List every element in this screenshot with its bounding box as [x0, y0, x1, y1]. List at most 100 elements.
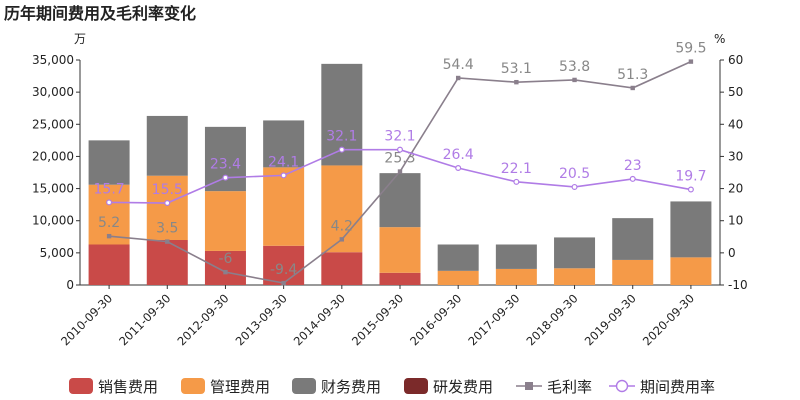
- bar: [495, 244, 537, 269]
- data-label: 23: [624, 158, 642, 174]
- point-marker: [397, 169, 403, 174]
- point-marker: [455, 165, 462, 172]
- legend-label: 期间费用率: [640, 378, 715, 396]
- lines: 5.2 3.5 -6 -9.4 4.2 25.3 54.4 53.1 53.8 51.3 59.5 1…: [94, 41, 706, 286]
- data-label: 5.2: [98, 215, 120, 231]
- data-label: 22.1: [501, 161, 532, 177]
- point-marker: [106, 233, 112, 239]
- data-label: 19.7: [675, 169, 706, 185]
- point-marker: [688, 59, 694, 64]
- right-tick-label: 60: [728, 53, 743, 67]
- legend-marker: [525, 382, 533, 390]
- data-label: 25.3: [384, 151, 415, 167]
- bar: [263, 120, 305, 168]
- point-marker: [281, 280, 286, 286]
- bar: [670, 257, 712, 285]
- legend-swatch: [292, 378, 316, 394]
- point-marker: [514, 79, 519, 85]
- data-label: 26.4: [443, 147, 474, 163]
- point-marker: [455, 75, 461, 81]
- data-label: 53.8: [559, 59, 590, 75]
- left-tick-label: 35,000: [32, 53, 74, 67]
- legend-marker: [615, 379, 629, 393]
- point-marker: [687, 186, 694, 193]
- bar: [612, 259, 654, 285]
- bar: [88, 244, 130, 285]
- left-tick-label: 30,000: [32, 85, 74, 99]
- legend-swatch: [181, 378, 205, 394]
- point-marker: [165, 239, 170, 244]
- data-label: 32.1: [384, 129, 415, 145]
- left-tick-label: 15,000: [32, 182, 74, 196]
- data-label: 51.3: [617, 67, 648, 83]
- legend-label: 管理费用: [210, 378, 270, 396]
- data-label: 15.7: [94, 181, 125, 197]
- right-axis-unit: %: [714, 32, 725, 46]
- x-tick-label: 2019-09-30: [582, 291, 639, 348]
- point-marker: [338, 146, 345, 153]
- point-marker: [572, 77, 577, 83]
- bar: [379, 272, 421, 285]
- right-tick-label: 10: [728, 214, 743, 228]
- left-tick-label: 10,000: [32, 214, 74, 228]
- bars: [88, 63, 712, 285]
- bar: [263, 167, 305, 246]
- data-label: 4.2: [331, 218, 353, 234]
- point-marker: [630, 85, 635, 91]
- x-tick-label: 2015-09-30: [349, 291, 406, 348]
- data-label: 3.5: [156, 221, 178, 237]
- data-label: 59.5: [675, 41, 706, 57]
- x-tick-label: 2012-09-30: [174, 291, 231, 348]
- data-label: -6: [218, 251, 232, 267]
- left-tick-label: 25,000: [32, 117, 74, 131]
- right-tick-label: -10: [728, 278, 748, 292]
- x-tick-label: 2011-09-30: [116, 291, 173, 348]
- data-label: 20.5: [559, 166, 590, 182]
- legend-label: 销售费用: [98, 378, 158, 396]
- point-marker: [629, 175, 636, 182]
- right-tick-label: 20: [728, 182, 743, 196]
- left-tick-label: 0: [66, 278, 74, 292]
- legend-swatch: [69, 378, 93, 394]
- point-marker: [280, 172, 287, 179]
- chart-title: 历年期间费用及毛利率变化: [4, 4, 196, 23]
- bar: [670, 201, 712, 258]
- legend-label: 财务费用: [321, 378, 381, 396]
- x-tick-label: 2017-09-30: [465, 291, 522, 348]
- bar: [146, 115, 188, 176]
- point-marker: [222, 174, 229, 181]
- legend: 销售费用 管理费用 财务费用 研发费用 毛利率 期间费用率: [69, 378, 715, 396]
- legend-label: 毛利率: [547, 378, 592, 396]
- point-marker: [571, 183, 578, 190]
- point-marker: [223, 269, 228, 275]
- point-marker: [164, 200, 171, 207]
- right-tick-label: 40: [728, 117, 743, 131]
- right-tick-label: 30: [728, 149, 743, 163]
- point-marker: [513, 178, 520, 185]
- bar: [88, 140, 130, 185]
- bar: [437, 270, 479, 285]
- left-tick-label: 20,000: [32, 149, 74, 163]
- legend-swatch: [404, 378, 428, 394]
- bar: [495, 268, 537, 285]
- bar: [204, 191, 246, 251]
- data-label: 23.4: [210, 157, 241, 173]
- x-tick-label: 2010-09-30: [58, 291, 115, 348]
- data-label: 32.1: [326, 129, 357, 145]
- point-marker: [339, 237, 345, 242]
- left-axis-unit: 万: [74, 32, 86, 46]
- right-tick-label: 0: [728, 246, 736, 260]
- bar: [554, 237, 596, 269]
- bar: [204, 250, 246, 285]
- bar: [437, 244, 479, 271]
- bar: [379, 227, 421, 273]
- data-label: 24.1: [268, 154, 299, 170]
- x-tick-label: 2016-09-30: [407, 291, 464, 348]
- bar: [379, 173, 421, 228]
- legend-label: 研发费用: [433, 378, 493, 396]
- data-label: -9.4: [270, 262, 297, 278]
- bar: [321, 252, 363, 285]
- point-marker: [397, 146, 404, 153]
- bar: [554, 268, 596, 285]
